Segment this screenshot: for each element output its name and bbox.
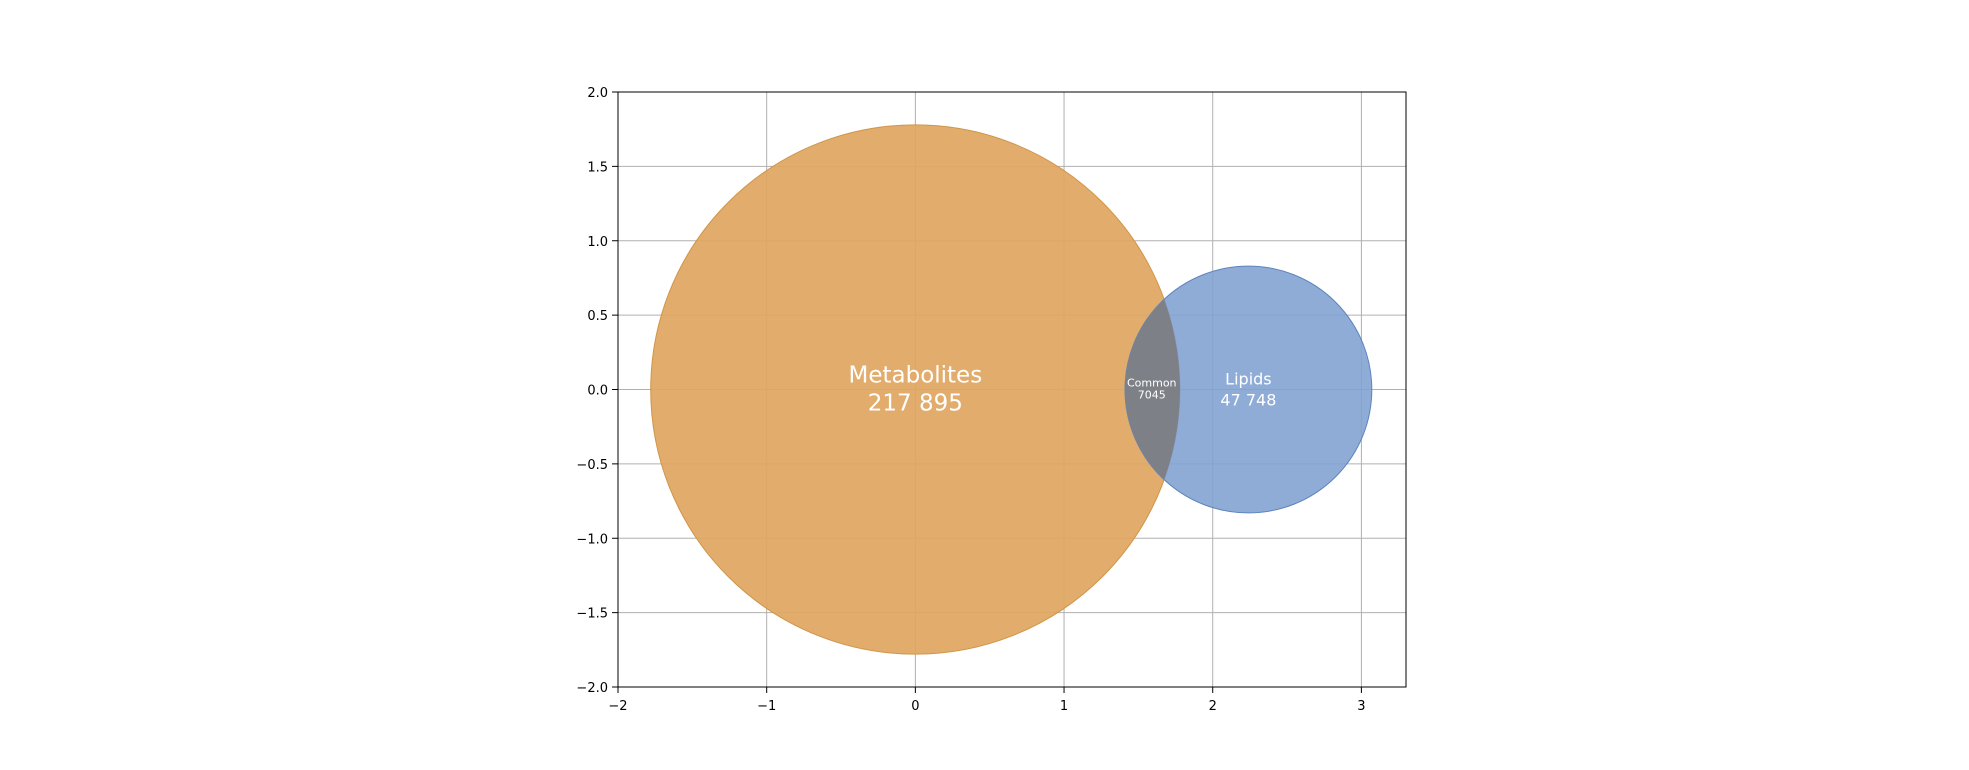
x-tick-label: 0 bbox=[911, 699, 919, 714]
y-tick-label: 0.5 bbox=[587, 309, 608, 324]
y-tick-label: −1.5 bbox=[576, 607, 608, 622]
y-tick-label: −1.0 bbox=[576, 532, 608, 547]
x-tick-label: −1 bbox=[757, 699, 776, 714]
y-tick-label: 1.0 bbox=[587, 235, 608, 250]
y-tick-label: 0.0 bbox=[587, 384, 608, 399]
axis-ticks: −2 −1 0 1 2 3 −2.0 −1.5 −1.0 −0.5 0.0 0.5 1.0 1.5 2.0 bbox=[576, 86, 1365, 714]
lipids-circle bbox=[1124, 265, 1373, 514]
y-tick-label: −2.0 bbox=[576, 681, 608, 696]
lipids-count: 47 748 bbox=[1220, 391, 1276, 410]
common-label: Common bbox=[1127, 377, 1177, 390]
metabolites-count: 217 895 bbox=[868, 391, 963, 417]
x-tick-label: 2 bbox=[1209, 699, 1217, 714]
lipids-label: Lipids bbox=[1225, 370, 1271, 389]
x-tick-label: −2 bbox=[608, 699, 627, 714]
metabolites-label: Metabolites bbox=[848, 363, 982, 389]
metabolites-circle bbox=[650, 124, 1181, 655]
x-tick-label: 1 bbox=[1060, 699, 1068, 714]
x-tick-label: 3 bbox=[1357, 699, 1365, 714]
common-count: 7045 bbox=[1138, 389, 1166, 402]
y-tick-label: 2.0 bbox=[587, 86, 608, 101]
y-tick-label: 1.5 bbox=[587, 160, 608, 175]
y-tick-label: −0.5 bbox=[576, 458, 608, 473]
